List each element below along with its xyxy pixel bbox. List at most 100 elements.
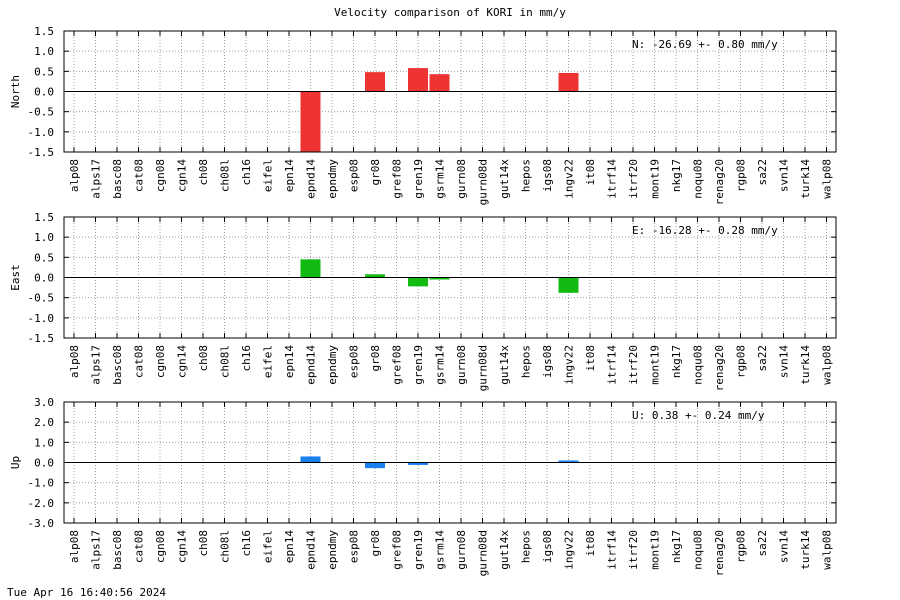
panel-2-xtick-label: hepos [520,345,533,378]
panel-3-ytick-label: -3.0 [28,517,55,530]
panel-1-xtick-label: it08 [584,159,597,186]
panel-1-ytick-label: -1.5 [28,146,55,159]
panel-2-bar-gr08 [365,274,385,278]
panel-1-xtick-label: rgp08 [735,159,748,192]
panel-1-xtick-label: ingv22 [563,159,576,199]
panel-2-bar-epnd14 [300,259,321,278]
panel-3-bar-epnd14 [300,456,321,463]
panel-2-xtick-label: turk14 [799,345,812,385]
panel-2-xtick-label: ch08l [219,345,232,378]
panel-2-ytick-label: 1.5 [34,211,54,224]
panel-2-xtick-label: ch16 [240,345,253,372]
panel-3-xtick-label: ch16 [240,530,253,557]
panel-3-xtick-label: eifel [262,530,275,563]
panel-2-xtick-label: igs08 [541,345,554,378]
panel-3-xtick-label: epnd14 [305,530,318,570]
panel-1-xtick-label: epn14 [283,159,296,192]
panel-1-xtick-label: basc08 [111,159,124,199]
panel-2-xtick-label: alp08 [68,345,81,378]
panel-2-ylabel: East [9,264,22,291]
panel-1-xtick-label: nkg17 [670,159,683,192]
panel-2-xtick-label: ch08 [197,345,210,372]
panel-3-xtick-label: gut14x [498,530,511,570]
panel-3-ytick-label: -2.0 [28,497,55,510]
panel-3-xtick-label: epndmy [326,530,339,570]
panel-2-xtick-label: svn14 [778,345,791,378]
panel-3-xtick-label: alp08 [68,530,81,563]
panel-2-xtick-label: epn14 [283,345,296,378]
panel-3-xtick-label: gsrm14 [434,530,447,570]
panel-3-ytick-label: 0.0 [34,457,54,470]
panel-1-ytick-label: 0.5 [34,65,54,78]
panel-2-bar-gsrm14 [429,277,450,280]
panel-3-xtick-label: basc08 [111,530,124,570]
panel-2-xtick-label: gurn08d [477,345,490,391]
panel-2-ytick-label: 0.0 [34,272,54,285]
panel-3-xtick-label: itrf20 [627,530,640,570]
panel-2-xtick-label: itrf20 [627,345,640,385]
panel-1-xtick-label: svn14 [778,159,791,192]
panel-1-xtick-label: mont19 [649,159,662,199]
panel-2-xtick-label: cgn14 [176,345,189,378]
panel-1-xtick-label: gut14x [498,159,511,199]
panel-2-xtick-label: noqu08 [692,345,705,385]
panel-2-xtick-label: sa22 [756,345,769,372]
panel-2-xtick-label: ingv22 [563,345,576,385]
panel-3-xtick-label: rgp08 [735,530,748,563]
panel-3-xtick-label: sa22 [756,530,769,557]
panel-3-ylabel: Up [9,456,22,469]
panel-2-xtick-label: gr08 [369,345,382,372]
panel-1-xtick-label: eifel [262,159,275,192]
panel-1-xtick-label: epnd14 [305,159,318,199]
panel-3-bar-ingv22 [558,460,579,463]
panel-1-xtick-label: esp08 [348,159,361,192]
panel-1-xtick-label: hepos [520,159,533,192]
panel-1-xtick-label: cgn08 [154,159,167,192]
panel-3-xtick-label: itrf14 [606,530,619,570]
panel-3-xtick-label: ingv22 [563,530,576,570]
panel-1-bar-epnd14 [300,91,321,152]
panel-2-bar-gren19 [408,277,428,287]
panel-1-xtick-label: gurn08d [477,159,490,205]
panel-1-xtick-label: itrf20 [627,159,640,199]
panel-1-xtick-label: ch08l [219,159,232,192]
panel-2-xtick-label: gurn08 [455,345,468,385]
panel-1-annotation: N: -26.69 +- 0.80 mm/y [632,38,778,51]
panel-1-ylabel: North [9,75,22,108]
panel-1-xtick-label: igs08 [541,159,554,192]
panel-2-xtick-label: gsrm14 [434,345,447,385]
panel-2-xtick-label: mont19 [649,345,662,385]
panel-2-xtick-label: itrf14 [606,345,619,385]
chart-title: Velocity comparison of KORI in mm/y [334,6,566,19]
panel-3-xtick-label: alps17 [90,530,103,570]
panel-3-xtick-label: walp08 [821,530,834,570]
panel-1-ytick-label: -0.5 [28,106,55,119]
panel-3-bar-gren19 [408,462,428,465]
panel-1-xtick-label: epndmy [326,159,339,199]
panel-2-xtick-label: gren19 [412,345,425,385]
panel-3-xtick-label: it08 [584,530,597,557]
panel-3-xtick-label: cat08 [133,530,146,563]
panel-1-xtick-label: sa22 [756,159,769,186]
panel-3-xtick-label: epn14 [283,530,296,563]
panel-2-xtick-label: esp08 [348,345,361,378]
panel-3-xtick-label: esp08 [348,530,361,563]
panel-3-annotation: U: 0.38 +- 0.24 mm/y [632,409,765,422]
panel-1-xtick-label: cgn14 [176,159,189,192]
panel-3-xtick-label: cgn08 [154,530,167,563]
panel-2-xtick-label: cat08 [133,345,146,378]
panel-2-annotation: E: -16.28 +- 0.28 mm/y [632,224,778,237]
panel-3-xtick-label: hepos [520,530,533,563]
panel-1-xtick-label: cat08 [133,159,146,192]
panel-3-xtick-label: turk14 [799,530,812,570]
panel-1-xtick-label: gsrm14 [434,159,447,199]
panel-1-xtick-label: renag20 [713,159,726,205]
panel-2-xtick-label: epnd14 [305,345,318,385]
panel-1-bar-ingv22 [558,72,579,92]
panel-3-ytick-label: 1.0 [34,436,54,449]
panel-3-xtick-label: gurn08 [455,530,468,570]
panel-2-xtick-label: alps17 [90,345,103,385]
panel-1-xtick-label: itrf14 [606,159,619,199]
panel-3-xtick-label: nkg17 [670,530,683,563]
